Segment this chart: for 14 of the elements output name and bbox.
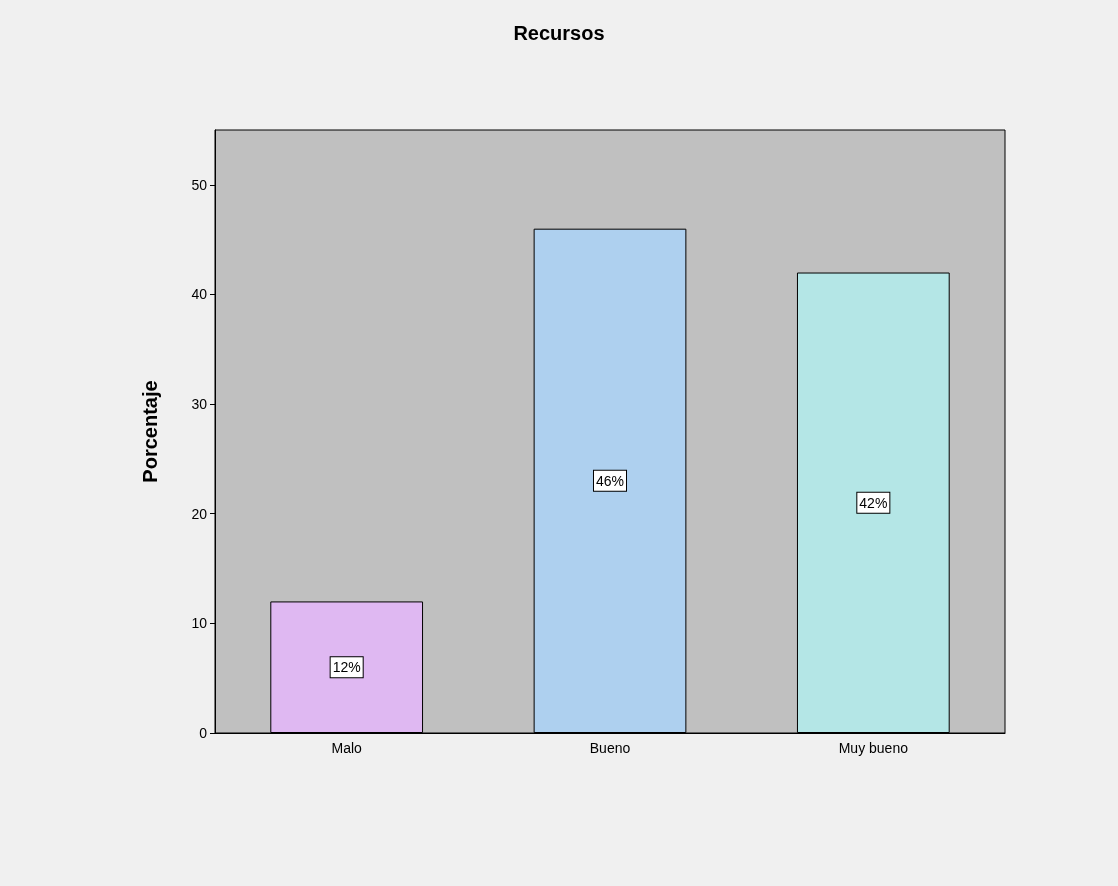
y-tick-label: 10 bbox=[191, 615, 208, 632]
data-label: 46% bbox=[595, 472, 625, 489]
data-label: 42% bbox=[859, 494, 888, 511]
y-tick-label: 20 bbox=[191, 505, 208, 522]
x-tick-label: Bueno bbox=[589, 740, 631, 756]
chart-title: Recursos bbox=[513, 22, 605, 44]
x-tick-label: Muy bueno bbox=[838, 740, 909, 756]
y-tick-label: 40 bbox=[191, 286, 208, 303]
y-tick-label: 30 bbox=[191, 396, 208, 413]
y-tick-label: 50 bbox=[191, 176, 208, 193]
x-tick-label: Malo bbox=[331, 740, 363, 756]
y-tick-label: 0 bbox=[199, 725, 208, 741]
y-axis-title: Porcentaje bbox=[139, 380, 161, 483]
data-label: 12% bbox=[332, 659, 361, 676]
